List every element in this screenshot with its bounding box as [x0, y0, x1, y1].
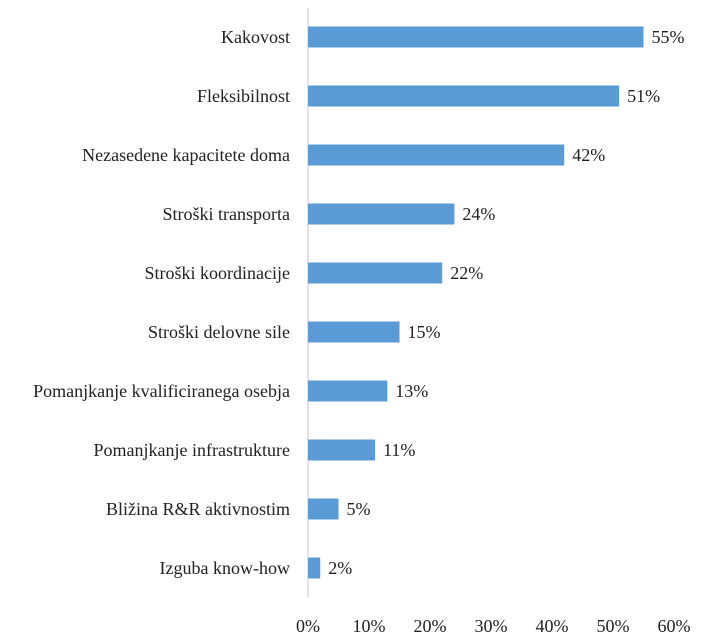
y-tick-label: Stroški koordinacije	[144, 262, 290, 283]
y-tick-label: Stroški delovne sile	[148, 321, 290, 342]
y-tick-label: Pomanjkanje infrastrukture	[93, 439, 290, 460]
y-tick-label: Pomanjkanje kvalificiranega osebja	[33, 380, 290, 401]
category-label-box: Izguba know-how	[0, 539, 290, 597]
x-tick-label: 30%	[475, 616, 508, 635]
value-label: 42%	[572, 145, 605, 165]
value-label: 2%	[328, 558, 352, 578]
category-label-wrap: Izguba know-how	[0, 539, 290, 597]
category-label-wrap: Kakovost	[0, 8, 290, 66]
category-label-box: Kakovost	[0, 8, 290, 66]
y-tick-label: Bližina R&R aktivnostim	[106, 498, 290, 519]
category-label-wrap: Stroški delovne sile	[0, 303, 290, 361]
category-label-box: Fleksibilnost	[0, 67, 290, 125]
bar	[308, 262, 443, 284]
value-label: 11%	[383, 440, 415, 460]
category-label-wrap: Fleksibilnost	[0, 67, 290, 125]
category-label-wrap: Stroški transporta	[0, 185, 291, 243]
bar	[308, 85, 620, 107]
bar	[308, 557, 321, 579]
x-tick-label: 50%	[597, 616, 630, 635]
x-tick-label: 20%	[414, 616, 447, 635]
value-label: 13%	[395, 381, 428, 401]
value-label: 5%	[347, 499, 371, 519]
bar	[308, 439, 376, 461]
x-tick-label: 60%	[658, 616, 691, 635]
x-tick-label: 40%	[536, 616, 569, 635]
y-tick-label: Stroški transporta	[162, 203, 291, 224]
bar	[308, 26, 644, 48]
y-tick-label: Fleksibilnost	[196, 85, 290, 106]
category-label-wrap: Stroški koordinacije	[0, 244, 290, 302]
bar	[308, 321, 400, 343]
x-tick-label: 0%	[296, 616, 320, 635]
category-label-wrap: Pomanjkanje infrastrukture	[0, 421, 290, 479]
x-tick-label: 10%	[353, 616, 386, 635]
bar	[308, 144, 565, 166]
category-label-wrap: Bližina R&R aktivnostim	[0, 480, 290, 538]
y-tick-label: Kakovost	[221, 26, 290, 47]
y-tick-label: Izguba know-how	[159, 557, 290, 578]
bar	[308, 498, 339, 520]
bar	[308, 203, 455, 225]
category-label-wrap: Pomanjkanje kvalificiranega osebja	[0, 362, 290, 420]
category-label-box: Pomanjkanje kvalificiranega osebja	[0, 362, 290, 420]
category-label-box: Pomanjkanje infrastrukture	[0, 421, 290, 479]
value-label: 51%	[627, 86, 660, 106]
category-label-box: Stroški delovne sile	[0, 303, 290, 361]
y-tick-label: Nezasedene kapacitete doma	[82, 144, 290, 165]
category-label-box: Nezasedene kapacitete doma	[0, 126, 290, 184]
bar	[308, 380, 388, 402]
category-label-wrap: Nezasedene kapacitete doma	[0, 126, 290, 184]
value-label: 24%	[462, 204, 495, 224]
category-label-box: Bližina R&R aktivnostim	[0, 480, 290, 538]
value-label: 15%	[408, 322, 441, 342]
category-label-box: Stroški koordinacije	[0, 244, 290, 302]
value-label: 22%	[450, 263, 483, 283]
category-label-box: Stroški transporta	[0, 185, 291, 243]
value-label: 55%	[652, 27, 685, 47]
